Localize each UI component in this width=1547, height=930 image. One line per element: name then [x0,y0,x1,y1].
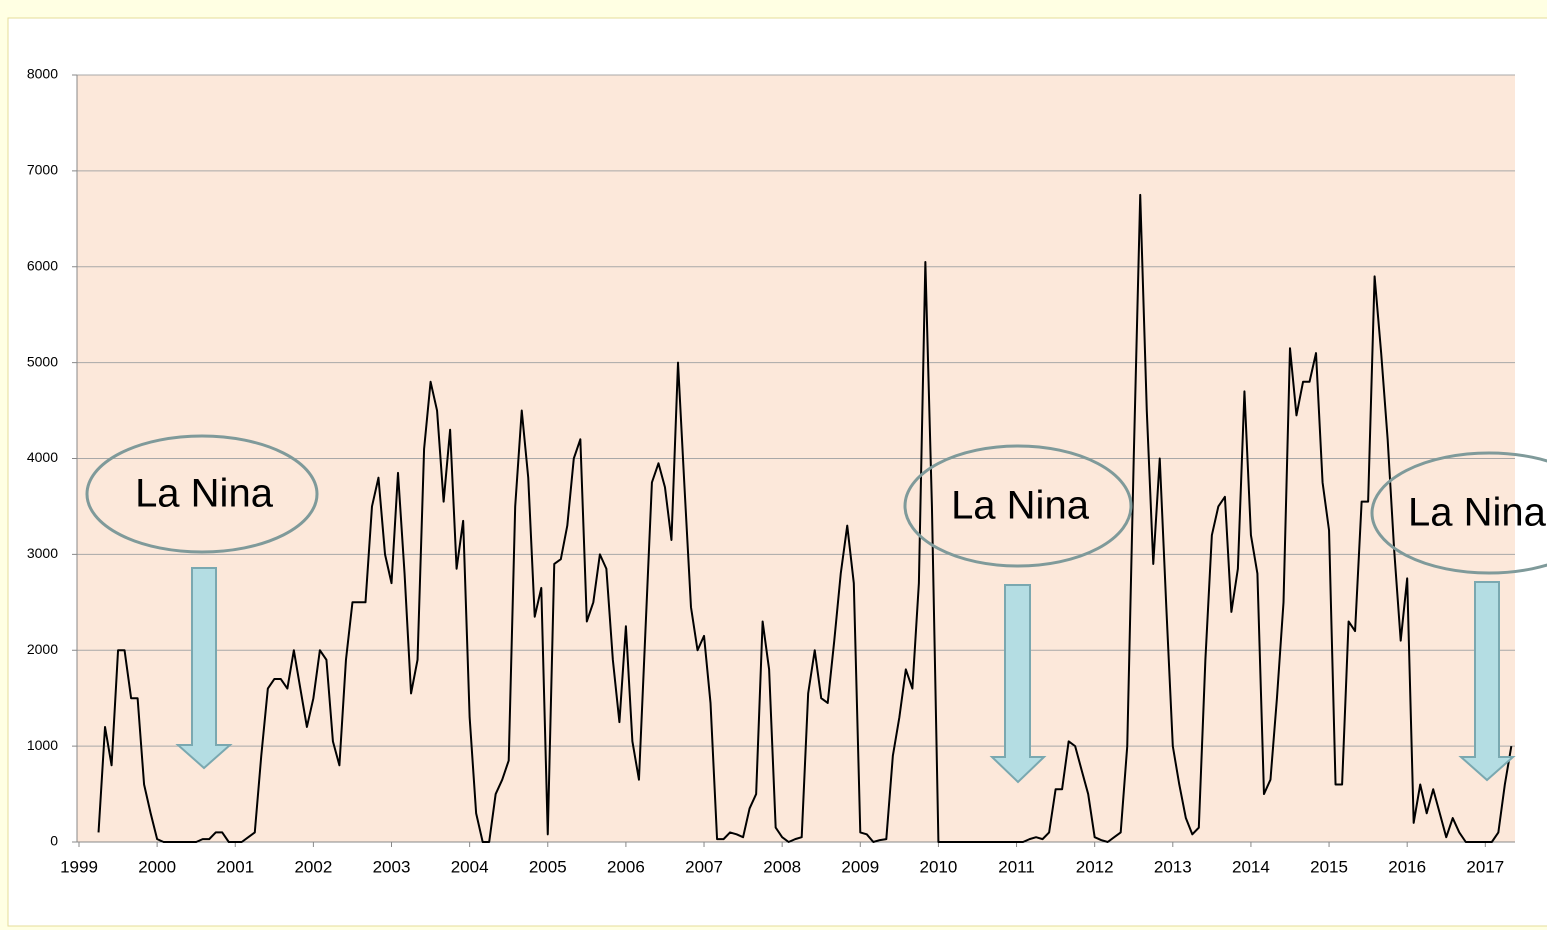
annotation-arrow [175,567,233,770]
x-tick-label: 2013 [1154,857,1192,876]
y-tick-label: 2000 [27,641,58,657]
y-tick-label: 1000 [27,737,58,753]
grid [72,74,1515,847]
x-tick-label: 2011 [998,857,1035,876]
data-line [97,193,1513,843]
y-tick-label: 4000 [27,449,58,465]
x-tick-label: 2001 [216,857,254,876]
x-tick-label: 2004 [451,857,489,876]
x-tick-label: 2007 [685,857,723,876]
annotation-ellipse [1370,451,1547,575]
x-tick-label: 2008 [763,857,801,876]
x-tick-label: 2016 [1388,857,1426,876]
annotation-label: La Nina [951,484,1090,528]
x-tick-label: 2003 [373,857,411,876]
y-tick-label: 7000 [27,162,58,178]
x-tick-label: 2005 [529,857,567,876]
y-tick-label: 6000 [27,257,58,273]
annotation-ellipse [903,444,1133,568]
x-tick-label: 2010 [919,857,957,876]
annotation-label: La Nina [135,472,274,516]
annotations: La Nina La Nina La Nina [85,434,1547,784]
annotation-arrow [1458,581,1516,782]
x-tick-label: 2000 [138,857,176,876]
x-tick-label: 2015 [1310,857,1348,876]
x-tick-label: 2002 [294,857,332,876]
y-tick-label: 8000 [27,66,58,82]
annotation-ellipse [85,434,319,554]
x-tick-label: 2012 [1076,857,1114,876]
y-tick-label: 5000 [27,353,58,369]
annotation-label: La Nina [1408,491,1547,535]
x-tick-label: 2017 [1466,857,1504,876]
x-tick-label: 2014 [1232,857,1270,876]
x-tick-label: 2009 [841,857,879,876]
x-tick-label: 2006 [607,857,645,876]
y-tick-label: 3000 [27,545,58,561]
annotation-arrow [989,584,1047,784]
x-tick-label: 1999 [60,857,98,876]
y-tick-label: 0 [50,833,58,849]
